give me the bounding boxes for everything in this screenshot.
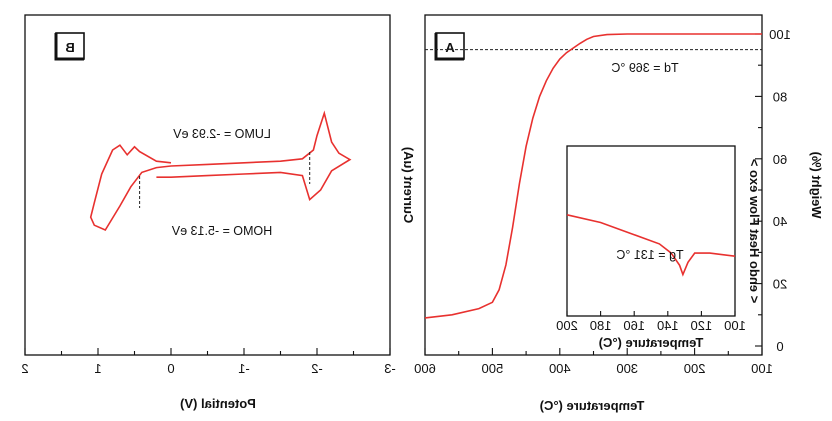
tga-curve <box>424 33 762 319</box>
panel-a-xtick-label: 500 <box>482 361 504 376</box>
tg-annotation: Tg = 131 °C <box>616 248 683 262</box>
inset-xtick-label: 140 <box>657 318 679 333</box>
panel-a-xtick-label: 400 <box>549 361 571 376</box>
cv-curve <box>89 110 352 232</box>
panel-b-xtick-label: -2 <box>311 361 323 376</box>
panel-a-frame <box>424 14 763 356</box>
panel-a-ytick-label: 40 <box>773 214 787 229</box>
homo-annotation: HOMO = -5.13 eV <box>171 224 272 238</box>
panel-a-xtick-label: 600 <box>414 361 436 376</box>
panel-a-ytick-label: 80 <box>773 89 787 104</box>
inset-xtick-label: 180 <box>590 318 612 333</box>
panel-a-ytick-label: 20 <box>773 277 787 292</box>
inset-xtick-label: 200 <box>556 318 578 333</box>
td-annotation: Td = 369 °C <box>611 61 678 75</box>
panel-b-xtick-label: -1 <box>238 361 250 376</box>
panel-b: B 2 1 0 -1 -2 -3 LUMO = -2.93 eV HOMO = -5.13… <box>21 14 396 411</box>
inset-xtick-label: 100 <box>724 318 746 333</box>
lumo-annotation: LUMO = -2.93 eV <box>173 127 271 141</box>
panel-a-ytick-label: 0 <box>776 339 783 354</box>
panel-a-ylabel: Weight (%) <box>809 152 824 219</box>
panel-a-letter-text: A <box>445 40 455 55</box>
inset-xlabel: Temperature (°C) <box>599 335 704 350</box>
panel-b-xtick-label: 2 <box>21 361 28 376</box>
inset-xtick-label: 120 <box>691 318 713 333</box>
panel-b-xtick-label: -3 <box>384 361 396 376</box>
panel-a-xtick-label: 200 <box>684 361 706 376</box>
panel-b-xlabel: Potential (V) <box>180 396 256 411</box>
panel-b-xtick-label: 1 <box>94 361 101 376</box>
inset-ylabel: < endo Heat Flow exo > <box>747 158 762 303</box>
panel-a-letter: A <box>434 32 465 61</box>
inset-xtick-label: 160 <box>623 318 645 333</box>
panel-a-xtick-label: 100 <box>751 361 773 376</box>
panel-b-letter: B <box>54 32 85 61</box>
panel-a-ytick-label: 100 <box>769 27 791 42</box>
dsc-inset: 200 180 160 140 120 100 Tg = 131 °C Temperatu… <box>556 145 762 350</box>
dsc-curve <box>566 214 736 277</box>
panel-b-ylabel: Current (uA) <box>401 147 416 224</box>
inset-frame <box>566 145 736 317</box>
panel-b-xtick-label: 0 <box>167 361 174 376</box>
panel-b-letter-text: B <box>65 40 74 55</box>
panel-b-frame <box>24 14 391 356</box>
panel-a-ytick-label: 60 <box>773 152 787 167</box>
panel-a-xtick-label: 300 <box>616 361 638 376</box>
panel-a-xlabel: Temperature (°C) <box>540 398 645 413</box>
